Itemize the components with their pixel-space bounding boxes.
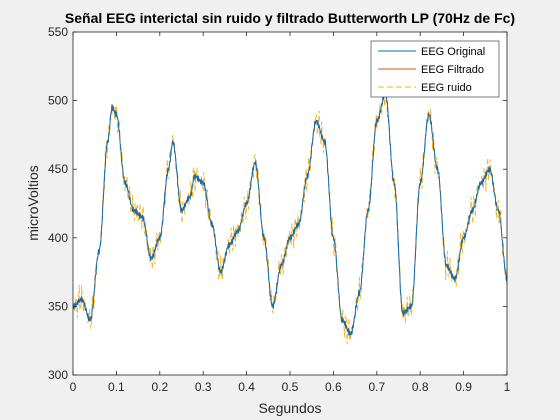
y-tick-label: 300 bbox=[48, 368, 68, 382]
y-tick-label: 400 bbox=[48, 231, 68, 245]
series-layer bbox=[72, 85, 508, 345]
legend: EEG Original EEG Filtrado EEG ruido bbox=[370, 40, 500, 98]
legend-label-ruido: EEG ruido bbox=[421, 82, 472, 94]
x-tick-label: 0.6 bbox=[325, 380, 342, 394]
x-axis-label: Segundos bbox=[258, 400, 321, 416]
y-axis-label: microVoltios bbox=[25, 165, 41, 240]
ticks-layer: 0 0.1 0.2 0.3 0.4 0.5 0.6 0.7 0.8 0.9 1 300 350 400 45… bbox=[48, 25, 511, 394]
x-tick-label: 0.5 bbox=[282, 380, 299, 394]
series-line-0 bbox=[72, 92, 508, 336]
x-tick-label: 0.2 bbox=[151, 380, 168, 394]
x-tick-label: 1 bbox=[504, 380, 511, 394]
x-tick-label: 0.4 bbox=[238, 380, 255, 394]
y-tick-label: 550 bbox=[48, 25, 68, 39]
legend-label-filtrado: EEG Filtrado bbox=[421, 64, 484, 76]
chart-title: Señal EEG interictal sin ruido y filtrad… bbox=[65, 10, 515, 26]
x-tick-label: 0.9 bbox=[455, 380, 472, 394]
legend-label-original: EEG Original bbox=[421, 46, 485, 58]
x-tick-label: 0 bbox=[70, 380, 77, 394]
y-tick-label: 350 bbox=[48, 299, 68, 313]
y-tick-label: 450 bbox=[48, 162, 68, 176]
y-tick-label: 500 bbox=[48, 94, 68, 108]
x-tick-label: 0.3 bbox=[195, 380, 212, 394]
x-tick-label: 0.8 bbox=[412, 380, 429, 394]
x-tick-label: 0.7 bbox=[368, 380, 385, 394]
x-tick-label: 0.1 bbox=[108, 380, 125, 394]
